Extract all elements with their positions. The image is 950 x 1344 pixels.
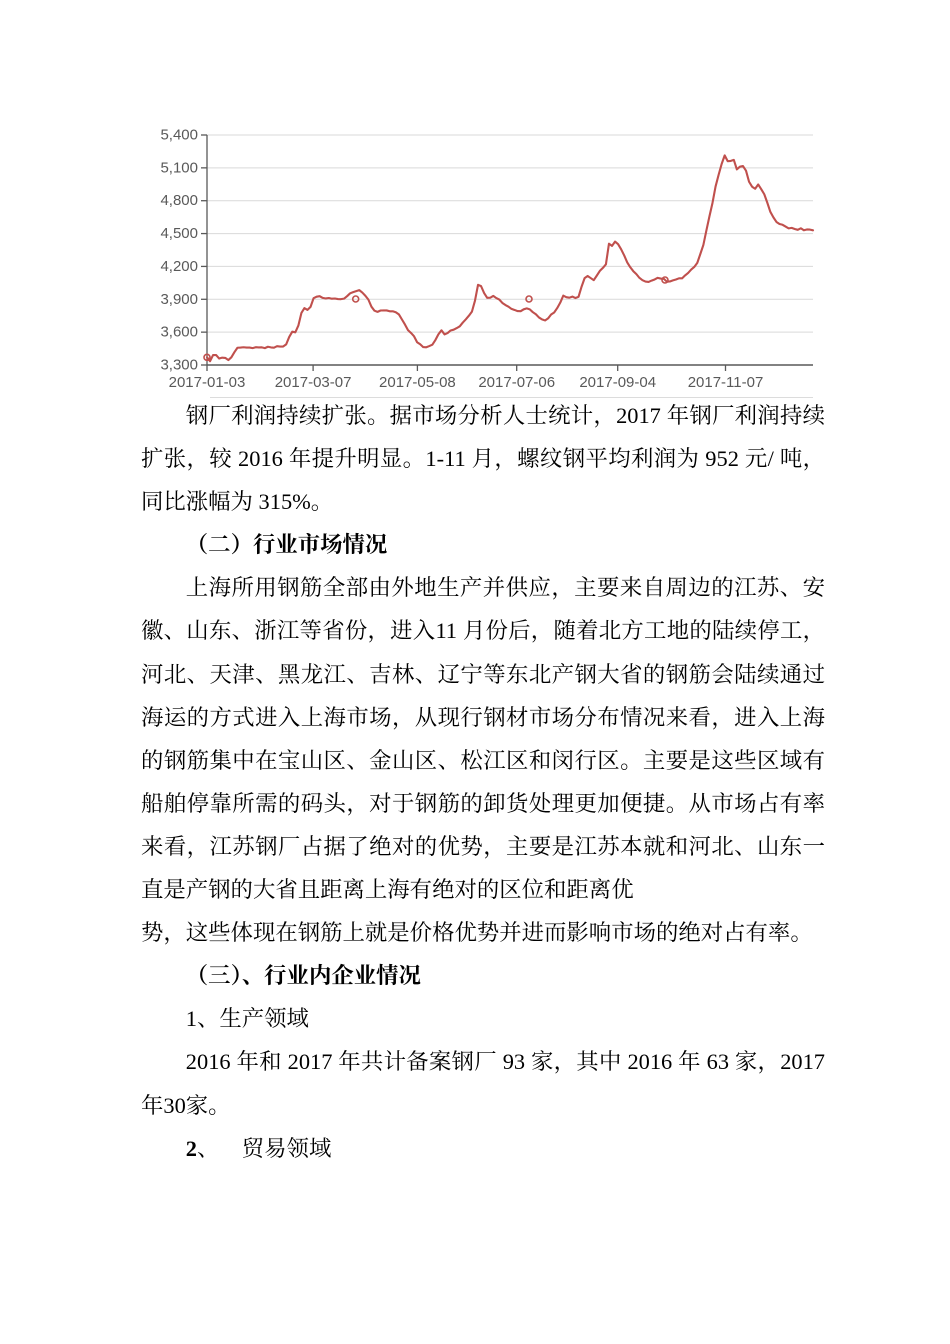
svg-text:3,900: 3,900 xyxy=(160,291,198,308)
svg-text:5,100: 5,100 xyxy=(160,159,198,176)
svg-text:3,300: 3,300 xyxy=(160,357,198,374)
svg-text:5,400: 5,400 xyxy=(160,127,198,144)
svg-text:2017-03-07: 2017-03-07 xyxy=(275,374,352,391)
svg-text:4,200: 4,200 xyxy=(160,258,198,275)
svg-text:3,600: 3,600 xyxy=(160,324,198,341)
svg-text:2017-09-04: 2017-09-04 xyxy=(579,374,656,391)
svg-text:2017-11-07: 2017-11-07 xyxy=(688,374,764,391)
svg-text:2017-07-06: 2017-07-06 xyxy=(478,374,555,391)
svg-text:2017-01-03: 2017-01-03 xyxy=(169,374,246,391)
svg-text:2017-05-08: 2017-05-08 xyxy=(379,374,456,391)
svg-text:4,500: 4,500 xyxy=(160,225,198,242)
svg-text:4,800: 4,800 xyxy=(160,192,198,209)
